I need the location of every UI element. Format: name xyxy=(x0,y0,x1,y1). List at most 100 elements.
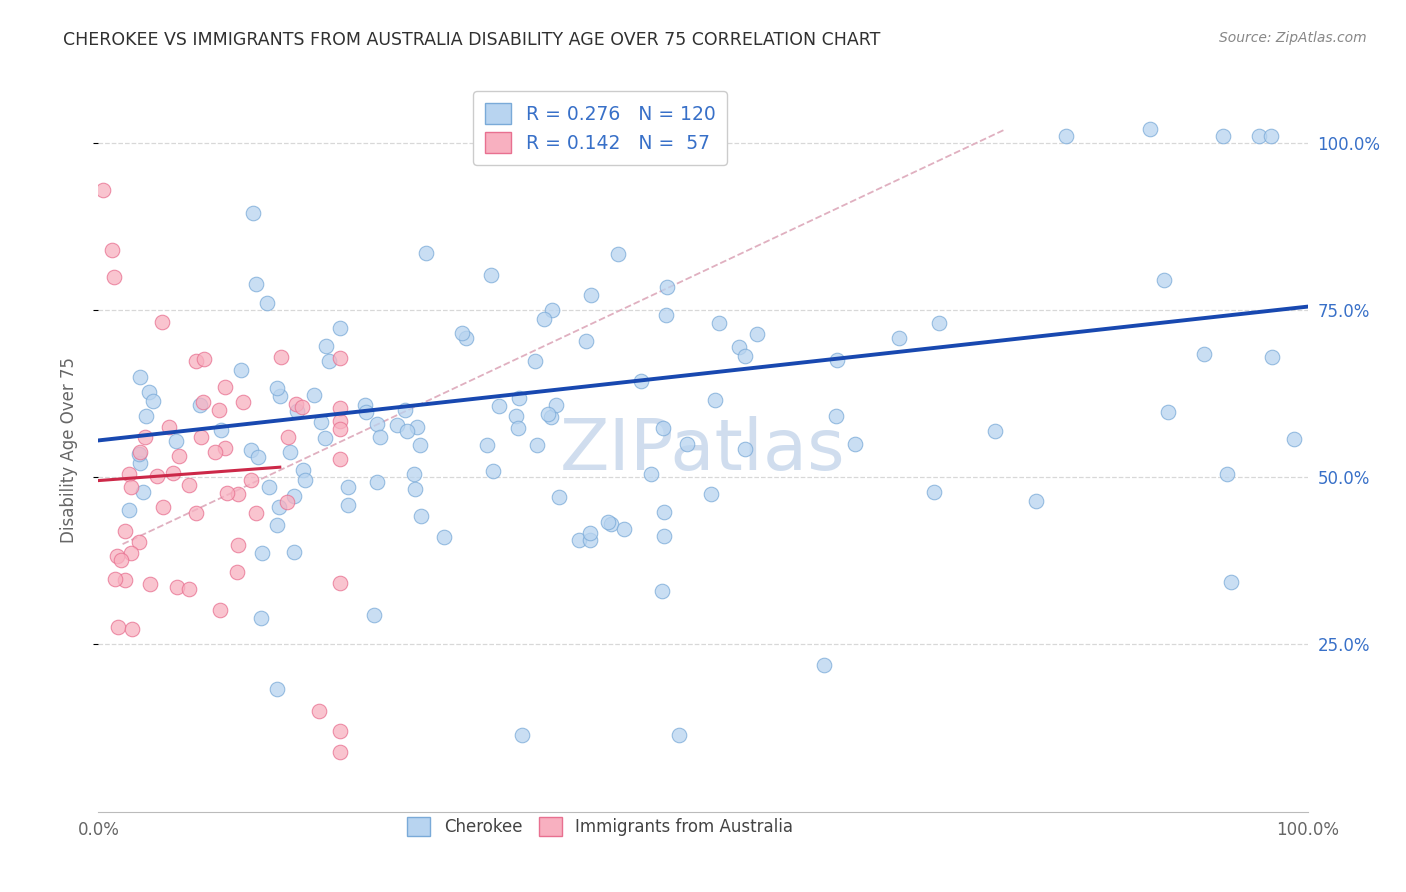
Point xyxy=(579,288,602,302)
Point xyxy=(184,506,207,520)
Point xyxy=(266,682,288,697)
Point xyxy=(245,277,267,292)
Point xyxy=(844,437,866,451)
Point xyxy=(139,577,162,591)
Point xyxy=(266,518,288,533)
Point xyxy=(578,526,600,541)
Point xyxy=(1212,128,1234,143)
Point xyxy=(285,404,308,418)
Point xyxy=(226,486,249,500)
Point xyxy=(134,409,156,423)
Point xyxy=(269,500,291,515)
Point xyxy=(114,573,136,587)
Point xyxy=(402,467,425,481)
Point xyxy=(598,515,620,529)
Point xyxy=(193,352,215,367)
Point xyxy=(366,475,388,489)
Point xyxy=(652,505,675,519)
Point xyxy=(165,434,187,449)
Text: Source: ZipAtlas.com: Source: ZipAtlas.com xyxy=(1219,31,1367,45)
Point xyxy=(285,397,308,411)
Point xyxy=(329,321,352,335)
Point xyxy=(226,538,249,552)
Point xyxy=(177,582,200,596)
Point xyxy=(415,246,437,260)
Point xyxy=(184,354,207,368)
Point xyxy=(1139,122,1161,136)
Point xyxy=(456,331,478,345)
Point xyxy=(533,311,555,326)
Point xyxy=(245,507,267,521)
Point xyxy=(193,395,215,409)
Point xyxy=(668,728,690,742)
Point xyxy=(928,316,950,330)
Point xyxy=(114,524,136,539)
Point xyxy=(269,389,291,403)
Point xyxy=(166,580,188,594)
Point xyxy=(1260,128,1282,143)
Point xyxy=(217,486,239,500)
Point xyxy=(229,363,252,377)
Point xyxy=(508,391,530,405)
Point xyxy=(630,375,652,389)
Point xyxy=(329,744,352,758)
Point xyxy=(548,490,571,504)
Point xyxy=(278,445,301,459)
Point xyxy=(1054,128,1077,143)
Point xyxy=(578,533,600,548)
Point xyxy=(110,553,132,567)
Point xyxy=(120,546,142,560)
Legend: Cherokee, Immigrants from Australia: Cherokee, Immigrants from Australia xyxy=(401,811,800,843)
Point xyxy=(146,468,169,483)
Point xyxy=(432,530,454,544)
Point xyxy=(575,334,598,348)
Point xyxy=(117,502,139,516)
Point xyxy=(385,418,408,433)
Point xyxy=(652,529,675,543)
Point xyxy=(1156,405,1178,419)
Point xyxy=(138,385,160,400)
Point xyxy=(239,473,262,487)
Point xyxy=(488,399,510,413)
Point xyxy=(329,452,352,467)
Point xyxy=(308,705,330,719)
Point xyxy=(129,370,152,384)
Point xyxy=(329,414,352,428)
Point xyxy=(1260,350,1282,364)
Point xyxy=(259,480,281,494)
Point xyxy=(366,417,388,432)
Point xyxy=(537,407,560,421)
Point xyxy=(152,500,174,515)
Point xyxy=(600,516,623,531)
Point xyxy=(1216,467,1239,481)
Point xyxy=(294,474,316,488)
Point xyxy=(922,484,945,499)
Point xyxy=(505,409,527,423)
Text: ZIPatlas: ZIPatlas xyxy=(560,416,846,485)
Point xyxy=(162,466,184,480)
Point xyxy=(523,353,546,368)
Point xyxy=(120,480,142,494)
Point xyxy=(676,437,699,451)
Point xyxy=(1282,432,1305,446)
Point xyxy=(315,339,337,353)
Point xyxy=(128,444,150,458)
Point xyxy=(142,394,165,409)
Point xyxy=(249,611,271,625)
Point xyxy=(1220,574,1243,589)
Point xyxy=(276,495,298,509)
Point xyxy=(337,498,360,512)
Point xyxy=(640,467,662,481)
Point xyxy=(544,398,567,412)
Point xyxy=(354,405,377,419)
Point xyxy=(409,509,432,524)
Point xyxy=(266,381,288,395)
Point xyxy=(824,409,846,423)
Point xyxy=(302,387,325,401)
Point xyxy=(651,584,673,599)
Point xyxy=(283,489,305,503)
Y-axis label: Disability Age Over 75: Disability Age Over 75 xyxy=(59,358,77,543)
Point xyxy=(734,349,756,363)
Point xyxy=(157,419,180,434)
Text: CHEROKEE VS IMMIGRANTS FROM AUSTRALIA DISABILITY AGE OVER 75 CORRELATION CHART: CHEROKEE VS IMMIGRANTS FROM AUSTRALIA DI… xyxy=(63,31,880,49)
